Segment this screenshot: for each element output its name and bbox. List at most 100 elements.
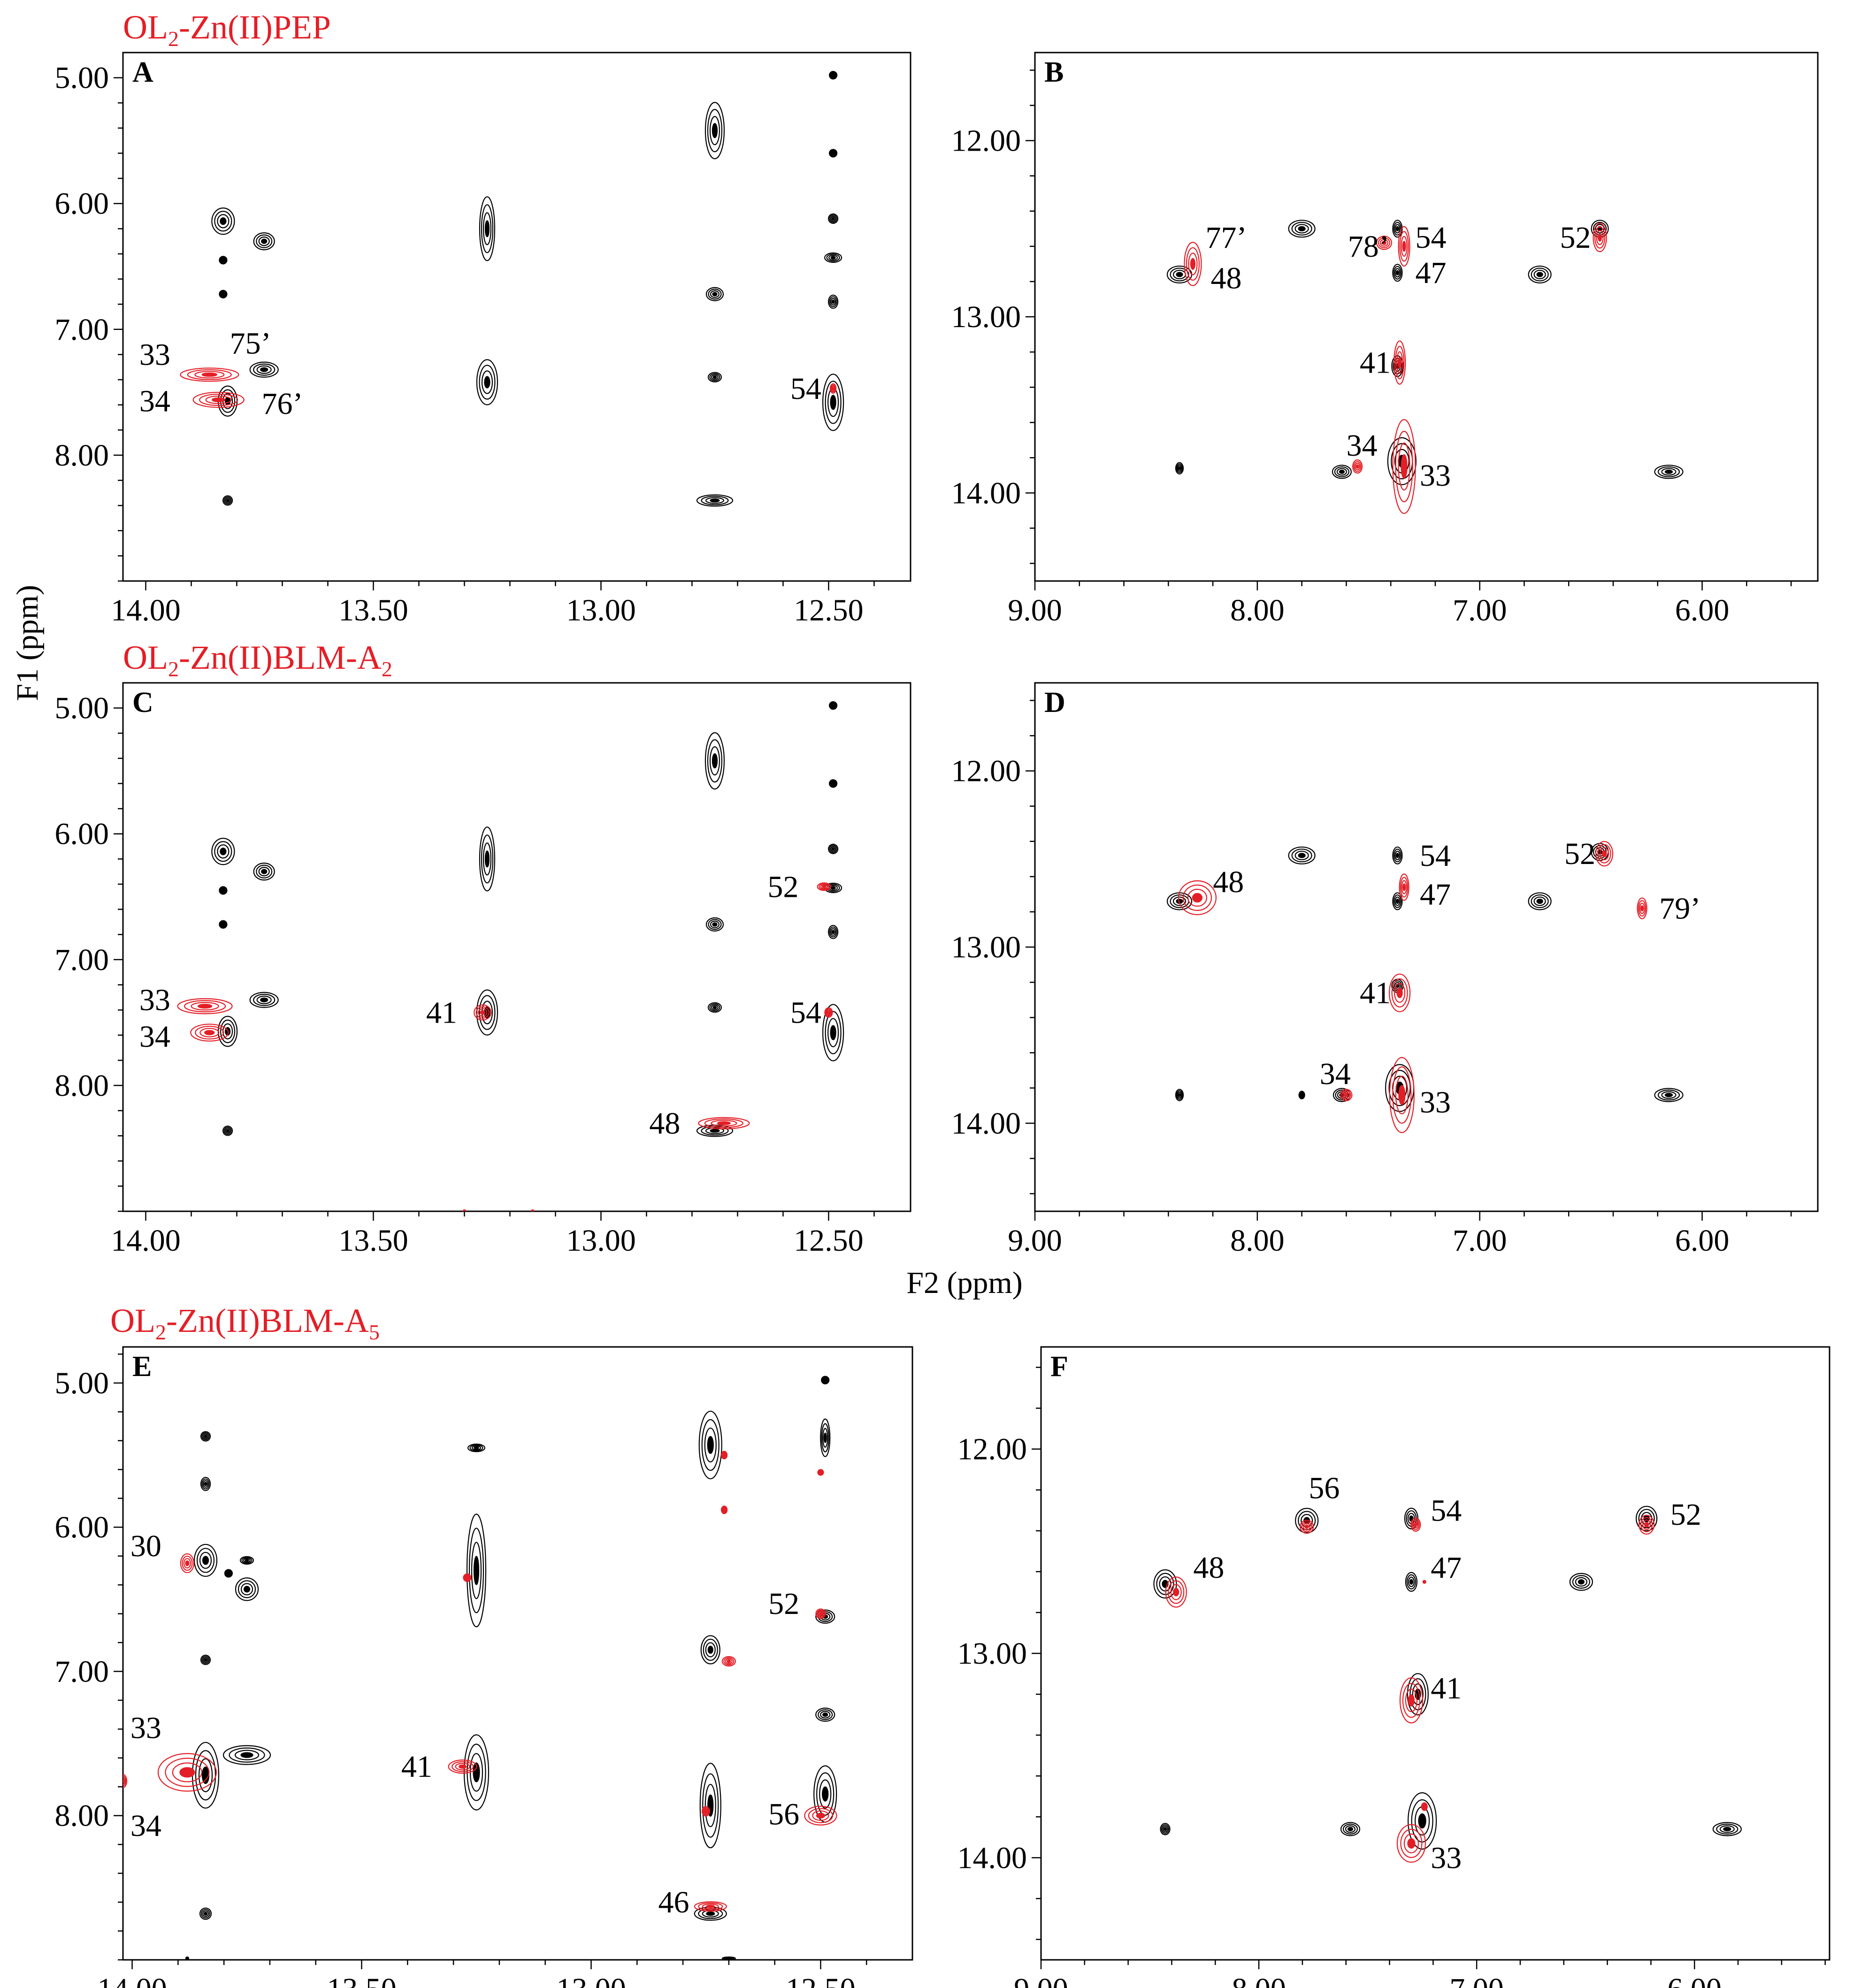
black-cross-peak [1408,1792,1437,1850]
red-cross-peak [694,1901,727,1912]
black-cross-peak [821,1376,830,1384]
black-cross-peak [479,196,496,261]
x-tick-label: 13.50 [338,1223,408,1258]
panel-letter: D [1044,687,1065,719]
peak-label: 30 [130,1529,161,1563]
black-cross-peak [211,838,235,865]
black-cross-peak [829,149,838,158]
red-cross-peak [698,1117,750,1130]
black-cross-peak [1569,1573,1593,1591]
peak-layer [177,701,844,1211]
peak-label: 33 [1420,459,1451,493]
peak-label: 56 [1309,1471,1340,1505]
black-cross-peak [199,1907,212,1920]
black-cross-peak [1654,1088,1684,1102]
red-cross-peak [1392,419,1416,514]
peak-label: 52 [1560,221,1591,255]
black-cross-peak [1392,892,1403,910]
black-cross-peak [815,1707,835,1722]
peak-label: 41 [1360,976,1391,1010]
peak-label: 54 [1415,221,1446,255]
y-tick-label: 5.00 [55,691,109,726]
black-cross-peak [828,294,839,309]
panel-letter: C [132,687,153,719]
plot-frame [1034,682,1819,1212]
plot-frame [122,52,911,582]
peak-label: 48 [1213,865,1244,899]
black-cross-peak [466,1514,487,1628]
f1-axis-title: F1 (ppm) [10,585,45,701]
y-tick-label: 8.00 [55,438,109,473]
peak-layer [1166,220,1684,514]
red-cross-peak [830,383,837,394]
black-cross-peak [707,372,722,382]
red-cross-peak [1637,897,1647,919]
y-tick-label: 13.00 [951,930,1021,964]
black-cross-peak [1288,220,1316,238]
red-cross-peak [815,1608,826,1619]
red-cross-peak [1639,1514,1655,1535]
black-cross-peak [249,361,279,378]
peak-label: 48 [1211,261,1242,295]
peak-label: 52 [1670,1498,1701,1532]
peak-label: 78’ [1348,229,1389,264]
panel-f: 9.00 8.00 7.00 6.00 12.00 13.00 14.00 48 56 54 47 5… [957,1346,1830,1988]
row-titles: OL2-Zn(II)PEP OL2-Zn(II)BLM-A2 OL2-Zn(II)B… [110,8,392,1344]
x-tick-label: 9.00 [1014,1972,1068,1988]
black-cross-peak [1332,465,1352,479]
panel-d: 9.00 8.00 7.00 6.00 12.00 13.00 14.00 48 54 47 52 7… [951,682,1819,1258]
peak-label: 33 [139,337,170,372]
peak-label: 33 [130,1711,161,1745]
black-cross-peak [476,359,498,405]
x-tick-label: 8.00 [1232,1972,1286,1988]
f2-axis-title: F2 (ppm) [906,1266,1023,1300]
y-tick-label: 14.00 [951,1106,1021,1140]
panel-c: 14.00 13.50 13.00 12.50 5.00 6.00 7.00 8.00 3334… [55,682,911,1258]
peak-label: 54 [790,995,821,1030]
x-tick-label: 14.00 [111,593,181,627]
black-cross-peak [185,1956,190,1960]
red-cross-peak [1396,1824,1426,1863]
peak-label: 33 [1431,1841,1462,1875]
y-tick-label: 8.00 [55,1799,109,1833]
peak-label: 52 [1564,837,1595,871]
black-cross-peak [200,1476,211,1491]
panel-letter: E [132,1351,152,1383]
red-cross-peak [804,1805,837,1826]
x-tick-label: 14.00 [97,1972,167,1988]
x-tick-label: 7.00 [1453,1223,1507,1258]
y-tick-label: 12.00 [951,754,1021,788]
red-cross-peak [720,1451,728,1460]
peak-label: 54 [1431,1493,1462,1528]
peak-label: 46 [658,1885,689,1919]
black-cross-peak [1392,846,1403,864]
black-cross-peak [822,1004,844,1062]
black-cross-peak [699,1763,721,1849]
x-tick-label: 8.00 [1230,1223,1285,1258]
plot-frame [1034,52,1819,582]
y-tick-label: 6.00 [55,1510,109,1545]
x-tick-label: 13.50 [327,1972,397,1988]
black-cross-peak [1298,1091,1305,1100]
black-cross-peak [704,732,725,790]
red-cross-peak [1389,1057,1415,1133]
x-tick-label: 9.00 [1008,1223,1062,1258]
red-cross-peak [1399,873,1409,901]
black-cross-peak [705,917,724,932]
peak-label: 34 [1320,1057,1351,1091]
y-tick-label: 7.00 [55,313,109,347]
peak-label: 47 [1431,1551,1462,1585]
x-tick-label: 6.00 [1675,593,1730,627]
peak-layer [1166,841,1684,1133]
plot-frame [122,1346,913,1961]
panel-a: 14.00 13.50 13.00 12.50 5.00 6.00 7.00 8.00 33 75… [55,52,911,627]
y-tick-label: 7.00 [55,943,109,977]
black-cross-peak [1160,1823,1171,1835]
red-cross-peak [448,1759,477,1774]
x-tick-label: 12.50 [786,1972,856,1988]
y-tick-label: 6.00 [55,817,109,851]
black-cross-peak [1407,1673,1429,1716]
x-tick-label: 13.00 [566,593,636,627]
y-tick-label: 5.00 [55,61,109,95]
